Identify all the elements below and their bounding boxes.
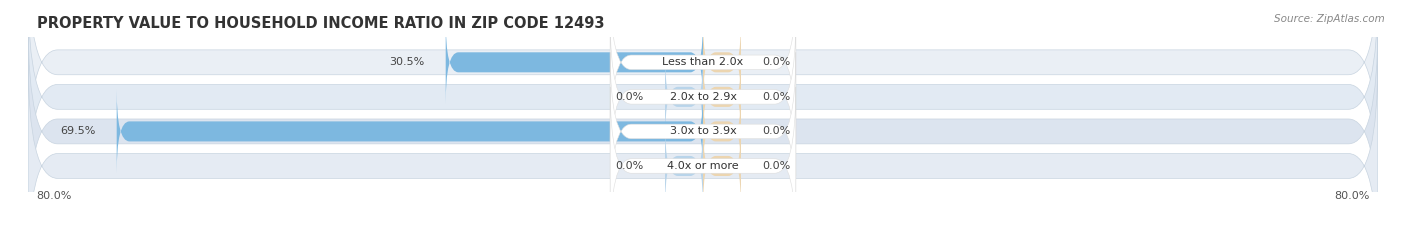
Text: 4.0x or more: 4.0x or more <box>668 161 738 171</box>
Text: Less than 2.0x: Less than 2.0x <box>662 57 744 67</box>
Text: 0.0%: 0.0% <box>762 126 790 136</box>
FancyBboxPatch shape <box>703 21 741 104</box>
FancyBboxPatch shape <box>446 21 703 104</box>
Text: 3.0x to 3.9x: 3.0x to 3.9x <box>669 126 737 136</box>
FancyBboxPatch shape <box>703 90 741 173</box>
Text: 0.0%: 0.0% <box>616 92 644 102</box>
FancyBboxPatch shape <box>665 55 703 139</box>
FancyBboxPatch shape <box>610 87 796 234</box>
Text: 69.5%: 69.5% <box>60 126 96 136</box>
FancyBboxPatch shape <box>28 58 1378 234</box>
FancyBboxPatch shape <box>610 0 796 141</box>
Text: 80.0%: 80.0% <box>1334 191 1369 201</box>
FancyBboxPatch shape <box>703 124 741 208</box>
Text: 30.5%: 30.5% <box>389 57 425 67</box>
FancyBboxPatch shape <box>665 124 703 208</box>
FancyBboxPatch shape <box>28 23 1378 234</box>
FancyBboxPatch shape <box>703 55 741 139</box>
Text: 0.0%: 0.0% <box>762 57 790 67</box>
FancyBboxPatch shape <box>28 0 1378 171</box>
FancyBboxPatch shape <box>610 18 796 176</box>
Text: PROPERTY VALUE TO HOUSEHOLD INCOME RATIO IN ZIP CODE 12493: PROPERTY VALUE TO HOUSEHOLD INCOME RATIO… <box>37 16 605 31</box>
FancyBboxPatch shape <box>28 0 1378 205</box>
Text: 2.0x to 2.9x: 2.0x to 2.9x <box>669 92 737 102</box>
FancyBboxPatch shape <box>117 90 703 173</box>
Text: Source: ZipAtlas.com: Source: ZipAtlas.com <box>1274 14 1385 24</box>
Text: 80.0%: 80.0% <box>37 191 72 201</box>
Text: 0.0%: 0.0% <box>762 92 790 102</box>
FancyBboxPatch shape <box>610 52 796 211</box>
Text: 0.0%: 0.0% <box>762 161 790 171</box>
Text: 0.0%: 0.0% <box>616 161 644 171</box>
